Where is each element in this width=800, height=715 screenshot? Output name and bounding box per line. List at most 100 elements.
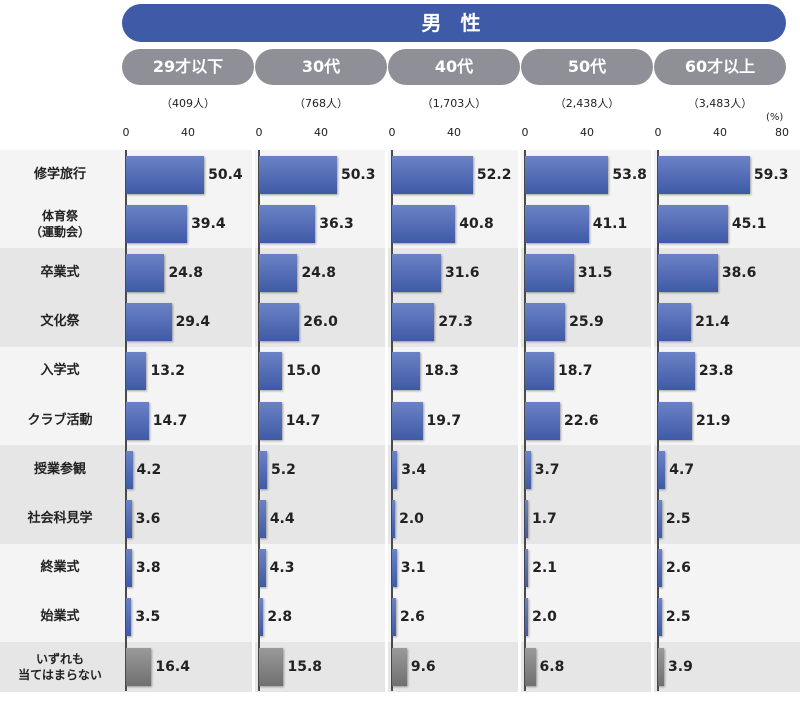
data-label: 29.4 [175,314,211,331]
axis-tick-label: 0 [388,126,396,139]
bar [126,598,132,637]
axis-tick-label: 40 [314,126,328,139]
bar [525,598,529,637]
bar [392,254,441,292]
bar [392,155,473,194]
axis-tick-label: 0 [654,126,662,139]
bar [658,598,662,637]
bar [259,450,268,489]
category-label-line: （運動会） [29,224,90,239]
bar [525,500,528,538]
data-label: 4.4 [269,511,295,527]
bar [126,647,152,686]
data-label: 18.7 [557,363,593,380]
bar [126,549,132,588]
bar [259,303,300,342]
data-label: 39.4 [191,215,226,232]
bar [259,647,284,686]
axis-tick-label: 40 [580,126,594,139]
column-gap [252,150,255,710]
category-label: 終業式 [0,560,120,576]
bar [126,204,188,243]
axis-tick-label: 40 [181,126,195,139]
bar [126,155,205,194]
respondent-count: （409人） [161,97,215,110]
bar [259,155,337,194]
data-label: 3.1 [400,560,426,577]
data-label: 26.0 [303,314,338,331]
category-label-line: 修学旅行 [33,166,86,182]
bar [392,647,407,686]
bar [392,598,397,637]
data-label: 41.1 [592,215,628,232]
bar [392,303,435,342]
data-label: 14.7 [285,412,321,429]
bar [525,352,554,391]
data-label: 3.6 [135,511,161,527]
bar [126,500,132,538]
data-label: 3.4 [401,461,427,478]
data-label: 2.6 [666,560,691,577]
data-label: 19.7 [426,412,462,429]
data-label: 53.8 [612,166,647,183]
bar [126,450,133,489]
bar [525,647,536,686]
bar [658,450,666,489]
chart-title-banner: 男 性 [122,4,786,42]
age-group-pill: 40代 [388,49,520,85]
bar [658,303,692,342]
data-label: 3.5 [135,609,161,626]
bar [259,549,266,588]
row-band [0,445,800,496]
data-label: 15.0 [286,363,321,380]
respondent-count: （1,703人） [421,97,487,110]
respondent-count: （768人） [294,97,348,110]
bar [259,204,316,243]
data-label: 3.7 [534,461,560,478]
bar [658,647,665,686]
axis-tick-label: 40 [713,126,727,139]
data-label: 21.4 [695,314,730,331]
category-label-line: 終業式 [40,560,80,576]
axis-tick-label: 80 [775,126,789,139]
age-group-pill: 60才以上 [654,49,786,85]
category-label: 体育祭 （運動会） [0,208,120,240]
category-label-line: 社会科見学 [27,511,93,526]
bar [259,352,283,391]
bar [259,254,298,292]
category-label: 始業式 [0,609,120,625]
bar [525,204,589,243]
data-label: 16.4 [155,658,190,675]
bar [525,549,529,588]
data-label: 15.8 [287,658,323,675]
category-label-line: 入学式 [40,363,80,379]
category-label: 修学旅行 [0,167,120,183]
data-label: 2.0 [399,511,424,527]
category-label-line: 文化祭 [40,314,80,330]
bar [126,401,149,440]
axis-tick-label: 0 [521,126,529,139]
bar [658,401,692,440]
bar [525,303,566,342]
data-label: 18.3 [424,363,459,380]
category-label: いずれも 当てはまらない [0,651,120,683]
data-label: 2.1 [532,560,558,577]
category-label-line: 体育祭 [41,208,78,223]
respondent-count: （3,483人） [687,97,753,110]
age-group-pill: 29才以下 [122,49,254,85]
data-label: 25.9 [569,314,604,331]
column-gap [651,150,654,710]
age-group-pill: 50代 [521,49,653,85]
row-band [0,543,800,594]
bar [259,500,266,538]
data-label: 2.5 [665,511,691,527]
data-label: 2.6 [400,609,425,626]
data-label: 4.3 [269,560,295,577]
data-label: 31.6 [444,265,480,281]
bar [126,303,172,342]
data-label: 50.3 [340,166,376,183]
bar [525,450,531,489]
data-label: 40.8 [459,215,494,232]
column-gap [385,150,388,710]
bar [392,549,397,588]
